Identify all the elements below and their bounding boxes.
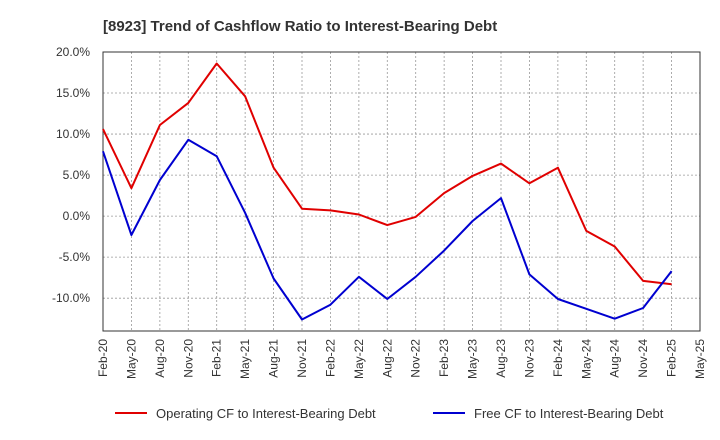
x-tick-label: May-23	[466, 339, 480, 379]
x-tick-label: Feb-25	[665, 339, 679, 377]
series-lines	[102, 62, 673, 321]
series-line-free-cf	[102, 138, 673, 321]
x-tick-label: May-22	[352, 339, 366, 379]
y-tick-label: 5.0%	[63, 168, 91, 182]
legend: Operating CF to Interest-Bearing Debt Fr…	[115, 406, 664, 421]
x-tick-label: Aug-24	[608, 339, 622, 378]
x-tick-label: Feb-22	[323, 339, 337, 377]
y-axis: 20.0% 15.0% 10.0% 5.0% 0.0% -5.0% -10.0%	[52, 45, 90, 305]
x-tick-label: May-24	[579, 339, 593, 379]
x-tick-label: May-25	[693, 339, 707, 379]
x-tick-label: Nov-20	[181, 339, 195, 378]
x-tick-label: Feb-24	[551, 339, 565, 377]
chart-title: [8923] Trend of Cashflow Ratio to Intere…	[103, 18, 497, 35]
y-tick-label: -5.0%	[59, 250, 91, 264]
y-tick-label: 15.0%	[56, 86, 90, 100]
x-tick-label: Feb-23	[437, 339, 451, 377]
x-tick-label: Nov-24	[636, 339, 650, 378]
x-tick-label: Aug-20	[153, 339, 167, 378]
y-tick-label: -10.0%	[52, 291, 90, 305]
x-tick-label: Feb-20	[96, 339, 110, 377]
x-tick-label: Feb-21	[210, 339, 224, 377]
x-axis: Feb-20 May-20 Aug-20 Nov-20 Feb-21 May-21 Aug-…	[96, 339, 707, 379]
x-tick-label: May-21	[238, 339, 252, 379]
x-tick-label: Nov-23	[522, 339, 536, 378]
x-tick-label: Aug-22	[380, 339, 394, 378]
y-tick-label: 0.0%	[63, 209, 91, 223]
y-tick-label: 10.0%	[56, 127, 90, 141]
grid	[103, 51, 700, 331]
series-line-operating-cf	[102, 62, 672, 286]
legend-label-operating-cf: Operating CF to Interest-Bearing Debt	[156, 406, 376, 421]
plot-frame	[102, 51, 701, 332]
x-tick-label: Aug-21	[267, 339, 281, 378]
x-tick-label: Aug-23	[494, 339, 508, 378]
y-tick-label: 20.0%	[56, 45, 90, 59]
x-tick-label: Nov-21	[295, 339, 309, 378]
legend-label-free-cf: Free CF to Interest-Bearing Debt	[474, 406, 664, 421]
x-tick-label: Nov-22	[409, 339, 423, 378]
x-tick-label: May-20	[124, 339, 138, 379]
